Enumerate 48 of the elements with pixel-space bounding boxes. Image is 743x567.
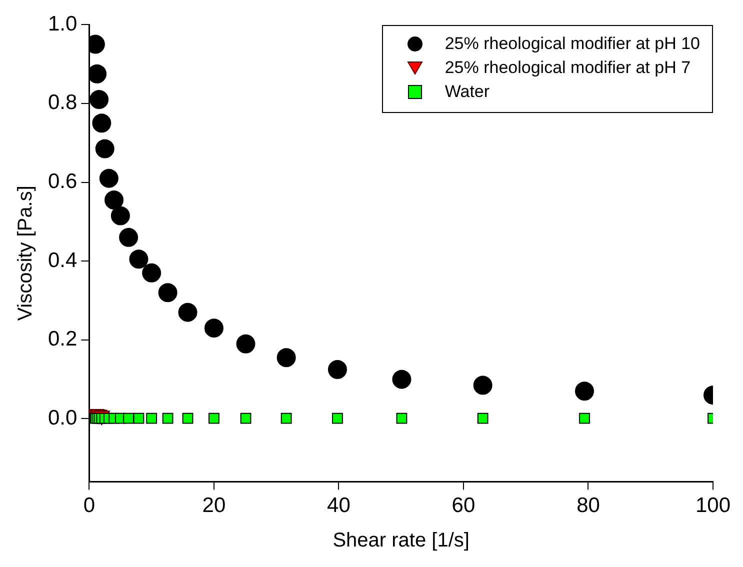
point	[142, 263, 162, 282]
point	[579, 412, 590, 424]
point	[477, 412, 488, 424]
point	[92, 114, 112, 133]
point	[204, 318, 224, 338]
legend-label: 25% rheological modifier at pH 7	[444, 58, 691, 78]
y-tick-label: 0.6	[48, 170, 78, 194]
point	[473, 376, 492, 395]
point	[240, 412, 252, 424]
x-tick-label: 100	[695, 494, 731, 518]
point	[110, 206, 130, 226]
point	[158, 283, 178, 302]
point	[162, 412, 174, 424]
x-tick-label: 60	[452, 494, 476, 518]
y-tick-label: 0.8	[48, 91, 78, 114]
point	[133, 412, 144, 424]
point	[276, 348, 296, 368]
point	[129, 250, 148, 269]
point	[89, 64, 107, 84]
point	[208, 412, 220, 424]
y-tick-label: 1.0	[48, 12, 78, 36]
y-tick-label: 0.2	[48, 328, 78, 351]
point	[328, 360, 347, 379]
legend-label: Water	[444, 82, 490, 102]
x-axis-title: Shear rate [1/s]	[332, 530, 470, 552]
y-tick-label: 0.0	[48, 406, 78, 430]
point	[90, 90, 109, 109]
point	[182, 412, 194, 424]
x-tick-label: 40	[327, 494, 350, 518]
point	[280, 412, 292, 424]
point	[146, 412, 158, 424]
x-tick-label: 80	[576, 494, 600, 518]
x-tick-label: 20	[202, 494, 226, 518]
y-tick-label: 0.4	[48, 248, 78, 272]
point	[95, 139, 114, 158]
point	[104, 190, 124, 210]
point	[396, 412, 408, 424]
y-axis-title: Viscosity [Pa.s]	[14, 186, 37, 321]
point	[392, 370, 412, 389]
point	[119, 228, 138, 247]
point	[99, 168, 118, 188]
point	[178, 302, 198, 322]
x-tick-label: 0	[83, 494, 96, 518]
legend-label: 25% rheological modifier at pH 10	[444, 34, 700, 54]
point	[123, 412, 134, 424]
point	[574, 382, 594, 401]
point	[332, 412, 343, 424]
point	[236, 334, 256, 354]
